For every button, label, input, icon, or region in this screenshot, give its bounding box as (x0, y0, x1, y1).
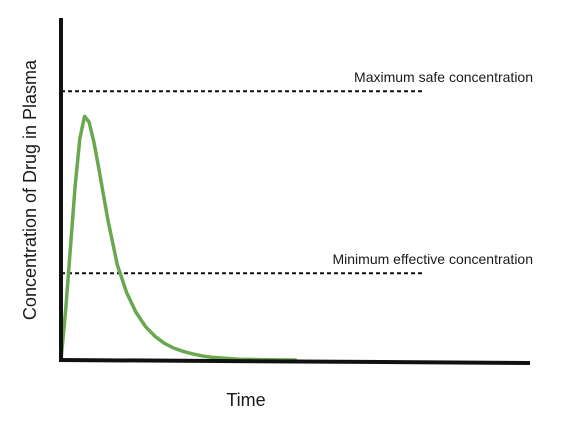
max-safe-label: Maximum safe concentration (354, 69, 533, 85)
x-axis-label: Time (226, 390, 265, 410)
min-effective-label: Minimum effective concentration (333, 251, 534, 267)
concentration-curve (59, 114, 298, 362)
x-axis (58, 358, 531, 365)
y-axis-label: Concentration of Drug in Plasma (20, 59, 40, 320)
